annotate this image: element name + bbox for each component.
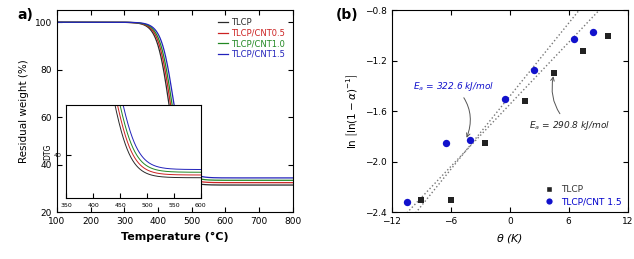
Legend: TLCP, TLCP/CNT 1.5: TLCP, TLCP/CNT 1.5 — [538, 184, 623, 208]
TLCP/CNT0.5 — [239, 181, 247, 184]
Point — [441, 141, 451, 145]
TLCP — [282, 183, 290, 186]
TLCP/CNT0.5 — [282, 181, 290, 184]
Point — [519, 99, 529, 103]
Point — [446, 198, 456, 202]
Point — [500, 97, 510, 101]
TLCP — [289, 183, 297, 186]
TLCP/CNT1.5 — [282, 176, 290, 179]
Line: TLCP/CNT0.5: TLCP/CNT0.5 — [57, 22, 293, 183]
TLCP/CNT0.5 — [168, 111, 176, 114]
TLCP/CNT1.0 — [53, 21, 61, 24]
TLCP/CNT1.5 — [65, 21, 73, 24]
TLCP — [53, 21, 61, 24]
TLCP/CNT0.5 — [282, 181, 290, 184]
Text: a): a) — [17, 8, 33, 22]
TLCP/CNT1.5 — [282, 176, 290, 179]
TLCP/CNT1.5 — [239, 176, 247, 179]
X-axis label: Temperature (°C): Temperature (°C) — [121, 232, 229, 242]
Point — [588, 30, 598, 34]
TLCP/CNT1.0 — [282, 179, 290, 182]
Text: (b): (b) — [335, 8, 358, 22]
TLCP — [282, 183, 290, 186]
TLCP/CNT1.5 — [53, 21, 61, 24]
Point — [480, 141, 490, 145]
TLCP/CNT0.5 — [65, 21, 73, 24]
TLCP — [162, 80, 169, 83]
TLCP/CNT1.0 — [162, 63, 169, 66]
Line: TLCP/CNT1.5: TLCP/CNT1.5 — [57, 22, 293, 178]
TLCP/CNT1.5 — [289, 176, 297, 179]
Text: $E_a$ = 322.6 kJ/mol: $E_a$ = 322.6 kJ/mol — [413, 80, 495, 137]
TLCP/CNT1.0 — [239, 179, 247, 182]
Point — [417, 198, 427, 202]
TLCP/CNT1.0 — [282, 179, 290, 182]
Point — [603, 33, 613, 38]
Legend: TLCP, TLCP/CNT0.5, TLCP/CNT1.0, TLCP/CNT1.5: TLCP, TLCP/CNT0.5, TLCP/CNT1.0, TLCP/CNT… — [215, 15, 288, 62]
Y-axis label: Residual weight (%): Residual weight (%) — [20, 60, 29, 163]
Line: TLCP/CNT1.0: TLCP/CNT1.0 — [57, 22, 293, 180]
Y-axis label: ln $\left[\ln(1-\alpha)^{-1}\right]$: ln $\left[\ln(1-\alpha)^{-1}\right]$ — [344, 74, 359, 149]
Point — [549, 71, 559, 76]
TLCP/CNT1.5 — [168, 89, 176, 92]
TLCP — [168, 121, 176, 124]
TLCP — [65, 21, 73, 24]
Point — [465, 138, 476, 142]
Point — [401, 200, 411, 204]
Point — [569, 37, 579, 41]
TLCP/CNT1.5 — [162, 54, 169, 57]
TLCP/CNT0.5 — [162, 71, 169, 74]
Line: TLCP: TLCP — [57, 22, 293, 185]
Text: $E_a$ = 290.8 kJ/mol: $E_a$ = 290.8 kJ/mol — [529, 77, 611, 132]
TLCP/CNT1.0 — [65, 21, 73, 24]
TLCP — [239, 183, 247, 186]
Point — [529, 68, 540, 72]
Point — [578, 49, 588, 53]
TLCP/CNT1.0 — [168, 100, 176, 104]
X-axis label: $\theta$ (K): $\theta$ (K) — [496, 232, 523, 245]
TLCP/CNT1.0 — [289, 179, 297, 182]
TLCP/CNT0.5 — [289, 181, 297, 184]
TLCP/CNT0.5 — [53, 21, 61, 24]
